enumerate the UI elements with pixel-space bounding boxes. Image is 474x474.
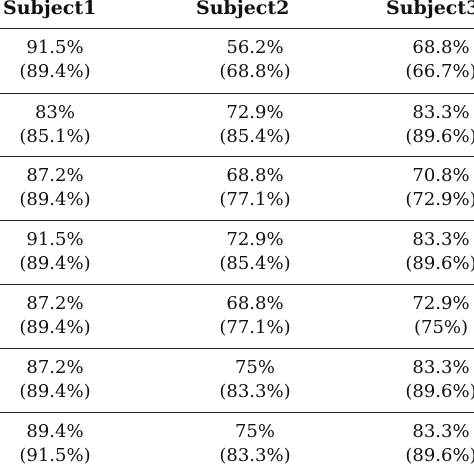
cell-value: 75% xyxy=(234,421,275,442)
table-cell-subject2: 68.8% (77.1%) xyxy=(200,285,310,351)
table-cell-subject2: 75% (83.3%) xyxy=(200,349,310,415)
row-rule xyxy=(0,284,474,285)
cell-value: 72.9% xyxy=(226,102,284,123)
row-rule xyxy=(0,220,474,221)
cell-value: 83.3% xyxy=(412,229,470,250)
cell-paren-value: (89.4%) xyxy=(19,317,91,338)
row-rule xyxy=(0,348,474,349)
table-cell-subject3: 70.8% (72.9%) xyxy=(386,157,474,223)
cell-value: 89.4% xyxy=(26,421,84,442)
table-cell-subject1: 87.2% (89.4%) xyxy=(0,285,110,351)
cell-value: 91.5% xyxy=(26,37,84,58)
cell-paren-value: (83.3%) xyxy=(219,381,291,402)
cell-value: 83.3% xyxy=(412,102,470,123)
table-cell-subject3: 83.3% (89.6%) xyxy=(386,349,474,415)
table-cell-subject1: 91.5% (89.4%) xyxy=(0,221,110,287)
table-cell-subject3: 72.9% (75%) xyxy=(386,285,474,351)
table-cell-subject1: 87.2% (89.4%) xyxy=(0,157,110,223)
table-cell-subject1: 89.4% (91.5%) xyxy=(0,413,110,474)
cell-value: 72.9% xyxy=(412,293,470,314)
table-cell-subject3: 83.3% (89.6%) xyxy=(386,413,474,474)
cell-paren-value: (89.6%) xyxy=(405,126,474,147)
cell-paren-value: (77.1%) xyxy=(219,317,291,338)
table-row: 91.5% (89.4%) 56.2% (68.8%) 68.8% (66.7%… xyxy=(0,29,474,95)
cell-value: 75% xyxy=(234,357,275,378)
cell-paren-value: (83.3%) xyxy=(219,445,291,466)
cell-paren-value: (85.1%) xyxy=(19,126,91,147)
table-cell-subject2: 68.8% (77.1%) xyxy=(200,157,310,223)
table-row: 87.2% (89.4%) 68.8% (77.1%) 70.8% (72.9%… xyxy=(0,157,474,223)
table-cell-subject3: 68.8% (66.7%) xyxy=(386,29,474,95)
cell-paren-value: (75%) xyxy=(413,317,469,338)
table-row: 89.4% (91.5%) 75% (83.3%) 83.3% (89.6%) xyxy=(0,413,474,474)
table-cell-subject2: 72.9% (85.4%) xyxy=(200,221,310,287)
table-row: 87.2% (89.4%) 75% (83.3%) 83.3% (89.6%) xyxy=(0,349,474,415)
table-row: 87.2% (89.4%) 68.8% (77.1%) 72.9% (75%) xyxy=(0,285,474,351)
cell-paren-value: (66.7%) xyxy=(405,61,474,82)
table-cell-subject1: 87.2% (89.4%) xyxy=(0,349,110,415)
cell-value: 68.8% xyxy=(226,293,284,314)
cell-value: 87.2% xyxy=(26,357,84,378)
cell-paren-value: (89.4%) xyxy=(19,253,91,274)
table-row: 83% (85.1%) 72.9% (85.4%) 83.3% (89.6%) xyxy=(0,94,474,160)
column-header-subject1: Subject1 xyxy=(3,0,97,19)
cell-paren-value: (68.8%) xyxy=(219,61,291,82)
cell-value: 70.8% xyxy=(412,165,470,186)
header-rule xyxy=(0,28,474,29)
cell-value: 68.8% xyxy=(412,37,470,58)
cell-value: 91.5% xyxy=(26,229,84,250)
table-header-row: Subject1 Subject2 Subject3 xyxy=(0,0,474,28)
cell-paren-value: (89.6%) xyxy=(405,253,474,274)
cell-paren-value: (89.4%) xyxy=(19,189,91,210)
cell-value: 68.8% xyxy=(226,165,284,186)
column-header-subject3: Subject3 xyxy=(386,0,474,19)
table-cell-subject1: 91.5% (89.4%) xyxy=(0,29,110,95)
cell-paren-value: (72.9%) xyxy=(405,189,474,210)
cell-paren-value: (91.5%) xyxy=(19,445,91,466)
cell-value: 87.2% xyxy=(26,293,84,314)
table-cell-subject2: 72.9% (85.4%) xyxy=(200,94,310,160)
row-rule xyxy=(0,156,474,157)
cell-value: 87.2% xyxy=(26,165,84,186)
table-row: 91.5% (89.4%) 72.9% (85.4%) 83.3% (89.6%… xyxy=(0,221,474,287)
column-header-subject2: Subject2 xyxy=(196,0,290,19)
cell-paren-value: (77.1%) xyxy=(219,189,291,210)
cell-paren-value: (85.4%) xyxy=(219,126,291,147)
table-cell-subject3: 83.3% (89.6%) xyxy=(386,221,474,287)
cell-paren-value: (89.6%) xyxy=(405,445,474,466)
cell-value: 56.2% xyxy=(226,37,284,58)
cell-paren-value: (89.4%) xyxy=(19,61,91,82)
row-rule xyxy=(0,412,474,413)
table-cell-subject2: 75% (83.3%) xyxy=(200,413,310,474)
cell-paren-value: (89.4%) xyxy=(19,381,91,402)
row-rule xyxy=(0,93,474,94)
cell-value: 83% xyxy=(34,102,75,123)
cell-value: 83.3% xyxy=(412,421,470,442)
cell-paren-value: (89.6%) xyxy=(405,381,474,402)
table-cell-subject2: 56.2% (68.8%) xyxy=(200,29,310,95)
cell-paren-value: (85.4%) xyxy=(219,253,291,274)
table-cell-subject3: 83.3% (89.6%) xyxy=(386,94,474,160)
cell-value: 72.9% xyxy=(226,229,284,250)
table-cell-subject1: 83% (85.1%) xyxy=(0,94,110,160)
cell-value: 83.3% xyxy=(412,357,470,378)
